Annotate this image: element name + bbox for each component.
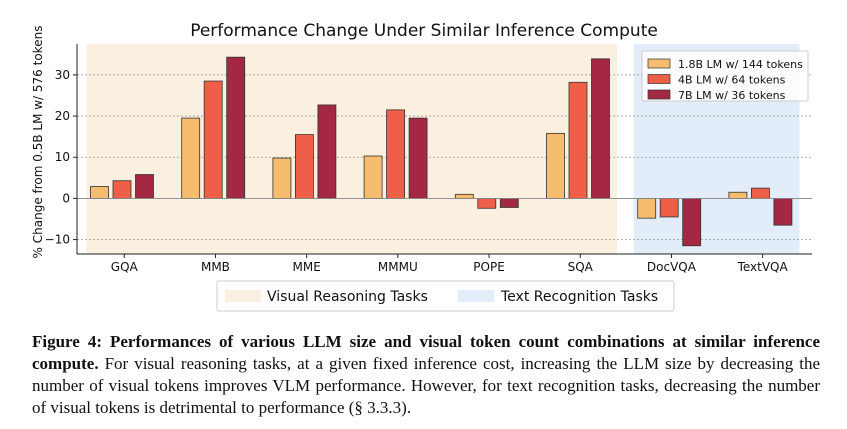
region-legend-label: Text Recognition Tasks: [500, 289, 658, 305]
region-legend-swatch: [458, 290, 494, 302]
figure-caption: Figure 4: Performances of various LLM si…: [32, 331, 820, 419]
region-legend: Visual Reasoning Tasks Text Recognition T…: [216, 280, 675, 312]
y-tick-label: 0: [62, 191, 70, 205]
bars: [90, 56, 793, 247]
bar-mmb-series-2: [203, 80, 223, 199]
tick-labels: −10 0 10 20 30 GQA MMB MME MMMU POPE SQA DocVQA Text…: [45, 68, 789, 274]
legend-label: 7B LM w/ 36 tokens: [678, 89, 786, 102]
bar-pope-series-3: [499, 198, 519, 208]
y-tick-label: 30: [55, 68, 70, 82]
x-tick-label: MMMU: [378, 260, 418, 274]
bar-mmb-series-1: [181, 117, 201, 199]
bar-docvqa-series-3: [682, 198, 702, 247]
region-visual-reasoning: [86, 44, 617, 254]
bar-textvqa-series-1: [728, 191, 748, 199]
bar-gqa-series-2: [112, 180, 132, 199]
caption-bold-text: Performances of various LLM size and vis…: [32, 332, 821, 373]
x-tick-label: SQA: [568, 260, 594, 274]
bar-textvqa-series-3: [773, 198, 793, 226]
x-tick-label: MMB: [201, 260, 230, 274]
bar-gqa-series-3: [135, 174, 154, 199]
y-axis-label: % Change from 0.5B LM w/ 576 tokens: [31, 26, 45, 259]
x-tick-label: POPE: [473, 260, 505, 274]
bar-docvqa-series-1: [637, 198, 657, 219]
bar-mme-series-1: [272, 157, 292, 199]
bar-mmmu-series-3: [408, 117, 428, 199]
region-legend-box: [216, 280, 675, 312]
legend: 1.8B LM w/ 144 tokens 4B LM w/ 64 tokens 7…: [641, 50, 809, 102]
legend-label: 1.8B LM w/ 144 tokens: [678, 58, 803, 71]
legend-label: 4B LM w/ 64 tokens: [678, 74, 786, 87]
caption-label: Figure 4:: [32, 332, 102, 351]
x-tick-label: DocVQA: [647, 260, 697, 274]
y-tick-label: 10: [55, 150, 70, 164]
bar-mmmu-series-2: [386, 109, 406, 199]
chart: −10 0 10 20 30 GQA MMB MME MMMU POPE SQA DocVQA Text…: [31, 21, 812, 312]
bar-textvqa-series-2: [751, 187, 770, 199]
y-tick-label: −10: [45, 233, 70, 247]
bar-gqa-series-1: [90, 186, 109, 199]
legend-swatch: [647, 58, 671, 69]
bar-mmmu-series-1: [363, 155, 383, 199]
y-tick-label: 20: [55, 109, 70, 123]
bar-sqa-series-2: [568, 81, 588, 199]
bar-mme-series-3: [317, 104, 337, 199]
legend-swatch: [647, 89, 671, 100]
region-legend-swatch: [225, 290, 261, 302]
x-tick-label: TextVQA: [737, 260, 789, 274]
bar-docvqa-series-2: [659, 198, 679, 218]
bar-pope-series-2: [477, 198, 497, 209]
axes: [76, 44, 812, 255]
x-tick-label: MME: [293, 260, 321, 274]
bar-mmb-series-3: [226, 56, 246, 199]
bar-sqa-series-1: [546, 132, 565, 199]
legend-box: [641, 50, 809, 102]
bar-mme-series-2: [294, 134, 314, 199]
legend-swatch: [647, 74, 671, 84]
region-legend-label: Visual Reasoning Tasks: [267, 289, 428, 305]
caption-text: For visual reasoning tasks, at a given f…: [32, 354, 820, 417]
bar-pope-series-1: [454, 193, 474, 199]
bar-sqa-series-3: [591, 58, 610, 199]
x-tick-label: GQA: [111, 260, 139, 274]
chart-title: Performance Change Under Similar Inferen…: [190, 21, 658, 41]
